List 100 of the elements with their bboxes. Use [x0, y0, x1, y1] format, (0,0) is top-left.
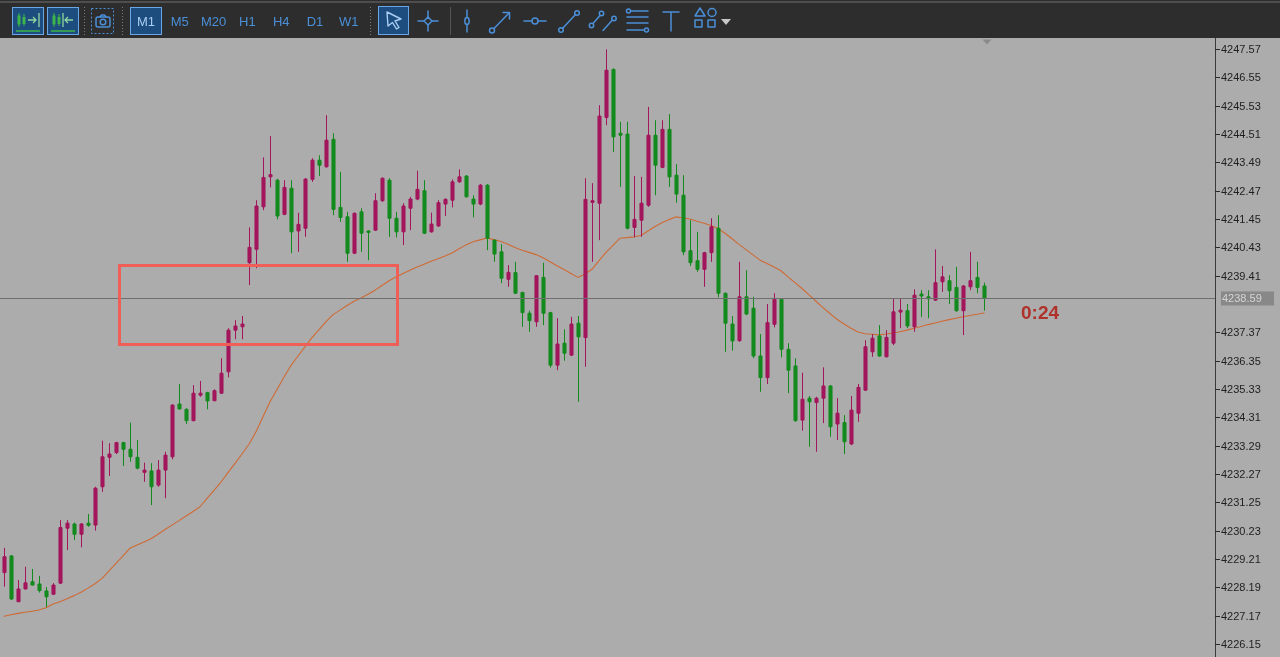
candlestick [429, 212, 434, 234]
candlestick [44, 586, 49, 608]
candlestick [380, 176, 385, 203]
candlestick [408, 196, 413, 231]
candlestick [800, 372, 805, 432]
candlestick [863, 339, 868, 392]
text: M20 [200, 13, 227, 29]
candlestick [191, 384, 196, 422]
candlestick [373, 192, 378, 232]
candlestick [226, 327, 231, 378]
candlestick [2, 547, 7, 588]
y-tick-label: 4232.27 [1221, 467, 1261, 480]
candlestick [961, 284, 966, 336]
candlestick [387, 177, 392, 238]
candlestick [576, 315, 581, 403]
candlestick [730, 315, 735, 352]
y-tick-label: 4233.29 [1221, 439, 1261, 452]
y-tick-label: 4240.43 [1221, 241, 1261, 254]
candlestick [849, 395, 854, 446]
candlestick [835, 397, 840, 441]
candlestick [415, 170, 420, 201]
candlestick [149, 462, 154, 506]
candlestick [513, 261, 518, 295]
candlestick [205, 391, 210, 410]
candlestick [639, 176, 644, 238]
candlestick [709, 217, 714, 263]
candlestick [856, 383, 861, 423]
candlestick [772, 292, 777, 328]
candlestick [254, 199, 259, 269]
candlestick [765, 303, 770, 385]
candlestick [744, 269, 749, 316]
candlestick [359, 207, 364, 253]
y-tick-label: 4243.49 [1221, 156, 1261, 169]
candlestick [688, 219, 693, 267]
text: M1 [136, 13, 156, 29]
candlestick [72, 522, 77, 541]
candlestick [79, 522, 84, 548]
candlestick [870, 333, 875, 358]
candlestick [303, 177, 308, 238]
y-tick-label: 4226.15 [1221, 637, 1261, 650]
candlestick [926, 289, 931, 319]
candlestick [296, 212, 301, 253]
candlestick [16, 579, 21, 603]
candlestick [135, 439, 140, 470]
candlestick [828, 384, 833, 438]
text: W1 [339, 13, 359, 29]
candlestick [821, 366, 826, 424]
y-tick-label: 4228.19 [1221, 581, 1261, 594]
candlestick [485, 183, 490, 251]
candlestick [310, 157, 315, 183]
candlestick [436, 199, 441, 228]
candlestick [492, 238, 497, 263]
candlestick [541, 262, 546, 326]
candlestick [170, 403, 175, 460]
candlestick [51, 582, 56, 596]
candlestick [37, 575, 42, 594]
candlestick [163, 451, 168, 499]
y-tick-label: 4239.41 [1221, 269, 1261, 282]
candlestick [786, 342, 791, 394]
y-tick-label: 4229.21 [1221, 552, 1261, 565]
candlestick [681, 174, 686, 256]
candlestick [317, 154, 322, 177]
candlestick [499, 243, 504, 284]
candlestick [289, 179, 294, 254]
candlestick [247, 226, 252, 286]
candlestick [443, 197, 448, 217]
candlestick [478, 183, 483, 206]
candlestick [933, 248, 938, 302]
candlestick [646, 106, 651, 208]
candlestick [527, 310, 532, 333]
candlestick [793, 357, 798, 423]
candlestick [471, 194, 476, 218]
candlestick [548, 311, 553, 369]
y-tick-label: 4245.53 [1221, 99, 1261, 112]
y-tick-label: 4241.45 [1221, 213, 1261, 226]
candlestick [723, 292, 728, 353]
candlestick [366, 229, 371, 261]
candlestick [401, 202, 406, 246]
y-tick-label: 4235.33 [1221, 383, 1261, 396]
candlestick [261, 156, 266, 211]
candlestick [667, 113, 672, 188]
candlestick [394, 211, 399, 238]
candlestick [107, 442, 112, 477]
candlestick [156, 459, 161, 488]
candlestick [975, 261, 980, 294]
candlestick [954, 266, 959, 313]
candlestick [212, 388, 217, 402]
candlestick [884, 329, 889, 358]
candlestick [324, 114, 329, 168]
candlestick [506, 264, 511, 288]
candlestick [737, 261, 742, 343]
candlestick [982, 282, 987, 312]
candlestick [9, 554, 14, 601]
text: D1 [306, 13, 324, 29]
candlestick [877, 324, 882, 358]
candlestick [114, 441, 119, 455]
candlestick [632, 175, 637, 238]
text: M5 [170, 13, 189, 29]
candlestick [422, 179, 427, 235]
candlestick [751, 296, 756, 359]
